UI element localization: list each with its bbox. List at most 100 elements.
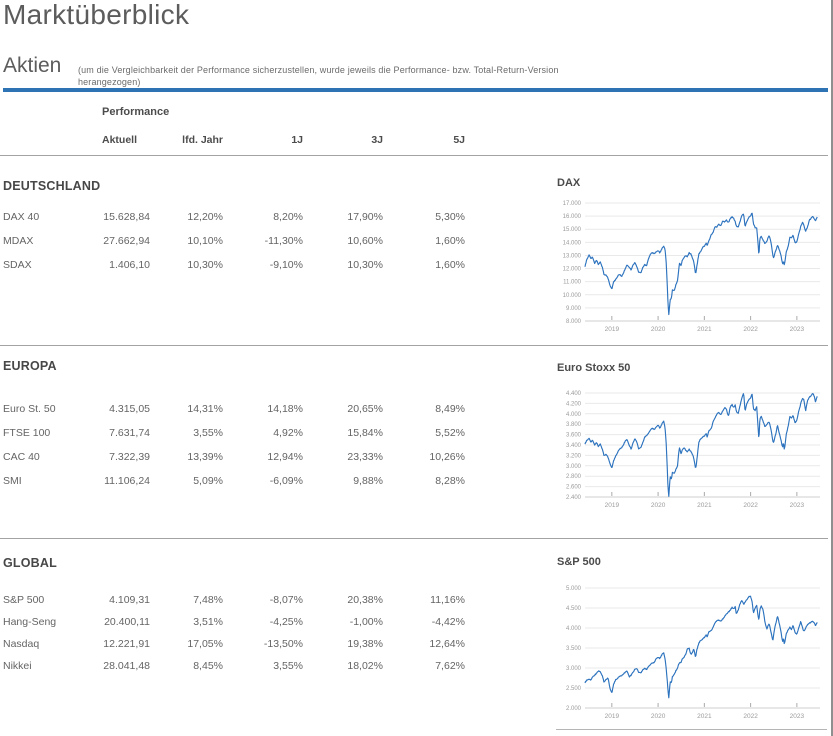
- row-label: MDAX: [3, 235, 34, 247]
- svg-text:4.200: 4.200: [566, 401, 582, 407]
- divider-top: [0, 155, 828, 156]
- svg-text:8.000: 8.000: [566, 319, 582, 325]
- divider-bottom: [556, 729, 827, 730]
- dax-chart: 17.000 16.000 15.000 14.000 13.000 12.000 11.0…: [563, 201, 820, 333]
- row-label: Nikkei: [3, 660, 32, 672]
- row-label: DAX 40: [3, 211, 40, 223]
- cell-1j: -11,30%: [264, 235, 303, 247]
- svg-text:13.000: 13.000: [563, 253, 582, 259]
- svg-text:2021: 2021: [697, 326, 712, 333]
- cell-3j: 19,38%: [347, 638, 383, 650]
- table-row-hangseng: Hang-Seng 20.400,11 3,51% -4,25% -1,00% …: [3, 611, 465, 633]
- column-header-5j: 5J: [453, 134, 465, 146]
- svg-text:4.400: 4.400: [566, 391, 582, 397]
- svg-text:5.000: 5.000: [566, 586, 582, 592]
- row-label: CAC 40: [3, 451, 40, 463]
- table-row-nikkei: Nikkei 28.041,48 8,45% 3,55% 18,02% 7,62…: [3, 655, 465, 677]
- performance-group-header: Performance: [102, 106, 170, 118]
- svg-text:4.000: 4.000: [566, 626, 582, 632]
- row-label: S&P 500: [3, 594, 45, 606]
- cell-1j: 12,94%: [267, 451, 303, 463]
- svg-text:2.800: 2.800: [566, 474, 582, 480]
- svg-text:12.000: 12.000: [563, 267, 582, 273]
- cell-aktuell: 12.221,91: [103, 638, 150, 650]
- svg-text:3.600: 3.600: [566, 433, 582, 439]
- svg-text:2021: 2021: [697, 713, 712, 720]
- cell-1j: 4,92%: [273, 427, 303, 439]
- cell-lfd-jahr: 10,30%: [187, 259, 223, 271]
- cell-5j: 8,28%: [435, 475, 465, 487]
- cell-3j: 18,02%: [347, 660, 383, 672]
- cell-lfd-jahr: 14,31%: [187, 403, 223, 415]
- section-note: (um die Vergleichbarkeit der Performance…: [78, 65, 559, 87]
- divider-deutschland: [0, 345, 828, 346]
- cell-5j: -4,42%: [431, 616, 465, 628]
- table-row-sp500: S&P 500 4.109,31 7,48% -8,07% 20,38% 11,…: [3, 589, 465, 611]
- svg-text:2019: 2019: [605, 502, 620, 509]
- cell-3j: 10,30%: [347, 259, 383, 271]
- cell-3j: 15,84%: [347, 427, 383, 439]
- cell-aktuell: 4.109,31: [109, 594, 150, 606]
- cell-aktuell: 11.106,24: [104, 475, 150, 487]
- divider-europa: [0, 538, 828, 539]
- cell-aktuell: 7.322,39: [109, 451, 150, 463]
- section-header-deutschland: DEUTSCHLAND: [3, 179, 101, 193]
- cell-3j: 9,88%: [353, 475, 383, 487]
- cell-lfd-jahr: 7,48%: [193, 594, 223, 606]
- cell-1j: 3,55%: [273, 660, 303, 672]
- cell-lfd-jahr: 10,10%: [187, 235, 223, 247]
- row-label: FTSE 100: [3, 427, 51, 439]
- svg-text:2.600: 2.600: [566, 485, 582, 491]
- svg-text:17.000: 17.000: [563, 201, 582, 207]
- section-title-aktien: Aktien: [3, 54, 62, 77]
- cell-1j: 8,20%: [273, 211, 303, 223]
- svg-text:2019: 2019: [605, 713, 620, 720]
- cell-lfd-jahr: 3,55%: [193, 427, 223, 439]
- eurostoxx-chart: 4.400 4.200 4.000 3.800 3.600 3.400 3.200 3.000…: [566, 391, 820, 509]
- table-row-smi: SMI 11.106,24 5,09% -6,09% 9,88% 8,28%: [3, 469, 465, 493]
- svg-text:9.000: 9.000: [566, 306, 582, 312]
- cell-5j: 5,52%: [435, 427, 465, 439]
- svg-text:2.400: 2.400: [566, 495, 582, 501]
- svg-text:4.500: 4.500: [566, 606, 582, 612]
- cell-3j: 23,33%: [347, 451, 383, 463]
- svg-text:2022: 2022: [743, 326, 758, 333]
- table-row-dax40: DAX 40 15.628,84 12,20% 8,20% 17,90% 5,3…: [3, 205, 465, 229]
- cell-1j: -9,10%: [269, 259, 303, 271]
- svg-text:16.000: 16.000: [563, 214, 582, 220]
- svg-text:2023: 2023: [790, 502, 805, 509]
- svg-text:3.000: 3.000: [566, 666, 582, 672]
- column-header-lfd-jahr: lfd. Jahr: [182, 134, 223, 146]
- sp500-chart-title: S&P 500: [557, 556, 601, 568]
- cell-1j: -13,50%: [263, 638, 303, 650]
- table-row-cac40: CAC 40 7.322,39 13,39% 12,94% 23,33% 10,…: [3, 445, 465, 469]
- svg-text:15.000: 15.000: [563, 227, 582, 233]
- cell-3j: 10,60%: [347, 235, 383, 247]
- header-spacer: [3, 128, 95, 152]
- cell-5j: 10,26%: [429, 451, 465, 463]
- cell-3j: -1,00%: [349, 616, 383, 628]
- cell-aktuell: 7.631,74: [109, 427, 150, 439]
- cell-3j: 20,38%: [347, 594, 383, 606]
- cell-3j: 17,90%: [347, 211, 383, 223]
- svg-text:2022: 2022: [743, 502, 758, 509]
- cell-aktuell: 4.315,05: [109, 403, 150, 415]
- svg-text:4.000: 4.000: [566, 412, 582, 418]
- cell-aktuell: 15.628,84: [103, 211, 150, 223]
- column-header-1j: 1J: [291, 134, 303, 146]
- svg-text:3.400: 3.400: [566, 443, 582, 449]
- dax-chart-title: DAX: [557, 177, 581, 189]
- page-right-border: [831, 0, 833, 736]
- svg-text:3.000: 3.000: [566, 464, 582, 470]
- cell-aktuell: 28.041,48: [103, 660, 150, 672]
- cell-lfd-jahr: 3,51%: [193, 616, 223, 628]
- svg-text:2020: 2020: [651, 326, 666, 333]
- row-label: SMI: [3, 475, 22, 487]
- svg-text:14.000: 14.000: [563, 240, 582, 246]
- svg-text:10.000: 10.000: [563, 293, 582, 299]
- page-title: Marktüberblick: [3, 0, 190, 30]
- cell-1j: -8,07%: [269, 594, 303, 606]
- svg-text:2020: 2020: [651, 713, 666, 720]
- cell-lfd-jahr: 12,20%: [187, 211, 223, 223]
